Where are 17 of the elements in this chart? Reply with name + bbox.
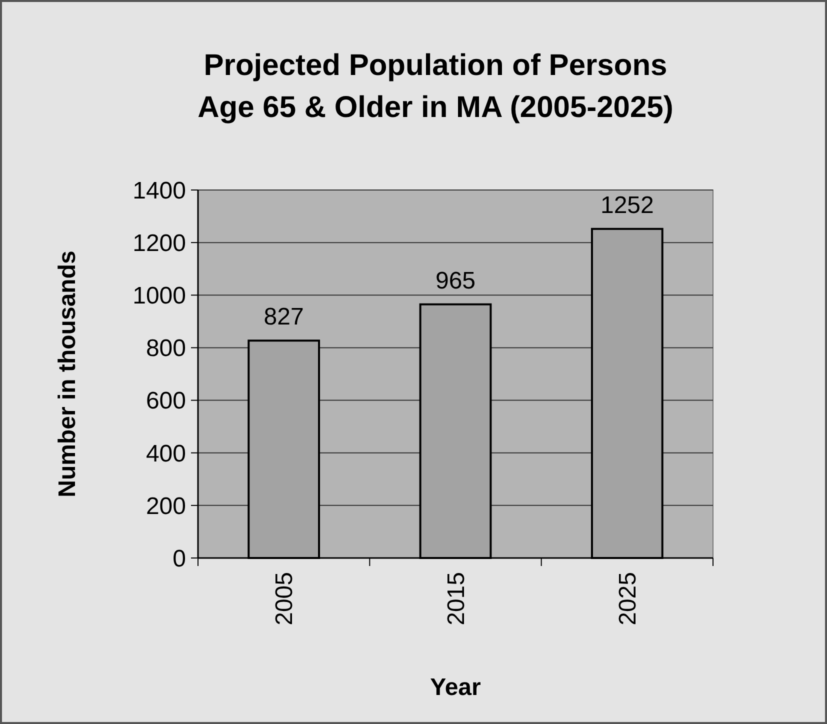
x-tick-label: 2015 [442, 572, 470, 626]
y-tick-label: 800 [146, 335, 186, 362]
x-tick-label: 2025 [614, 572, 642, 626]
y-tick-label: 1400 [132, 177, 186, 204]
y-tick-label: 600 [146, 388, 186, 415]
y-axis-title: Number in thousands [54, 250, 81, 498]
data-label: 1252 [600, 192, 654, 219]
y-tick-label: 400 [146, 440, 186, 468]
data-label: 965 [435, 267, 476, 294]
chart-title: Projected Population of Persons Age 65 & Older in MA (2005-2025) [198, 49, 674, 124]
y-tick-label: 0 [172, 545, 186, 572]
y-tick-label: 1000 [132, 282, 186, 310]
y-tick-label: 1200 [132, 230, 186, 257]
data-label: 827 [264, 304, 304, 331]
y-tick-label: 200 [146, 492, 186, 520]
x-axis-title: Year [430, 674, 481, 701]
x-tick-label: 2005 [271, 572, 298, 626]
